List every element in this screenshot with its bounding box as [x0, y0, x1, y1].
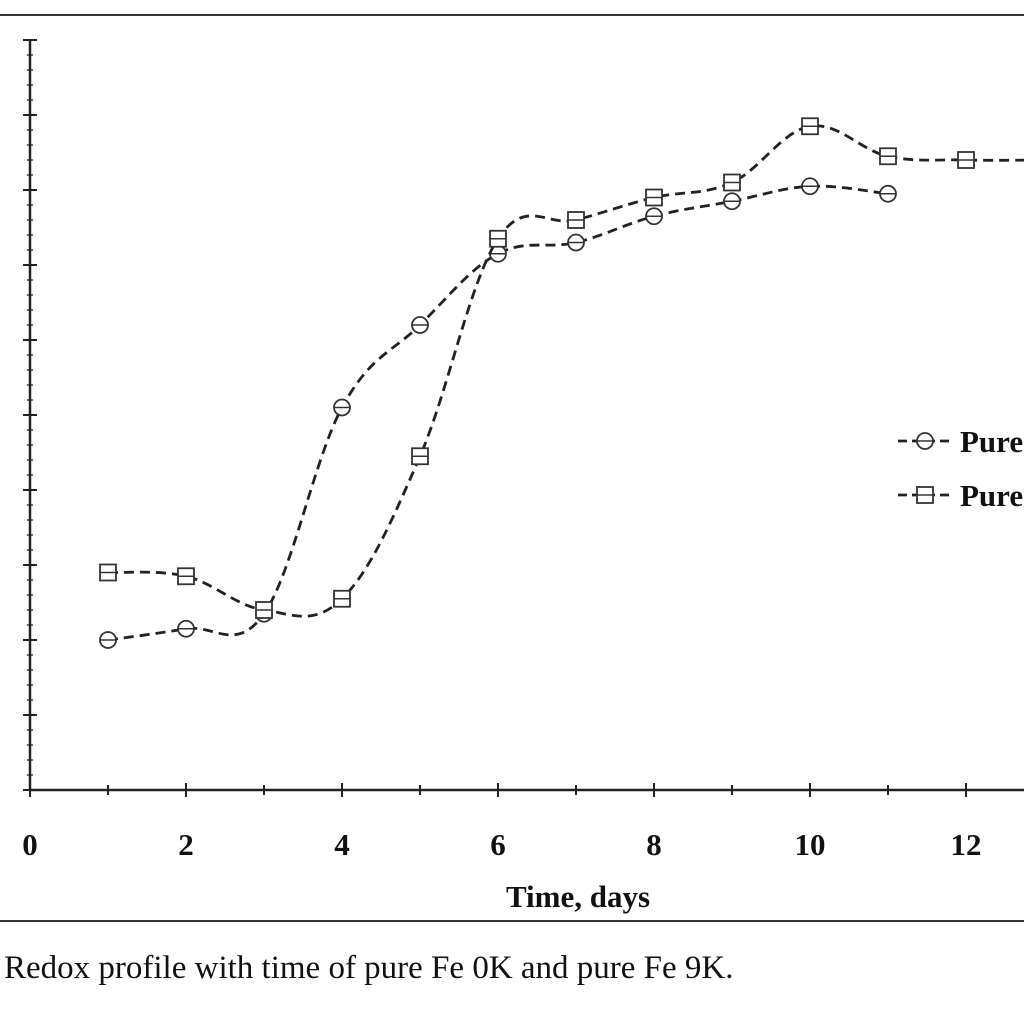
- x-tick-label: 12: [951, 827, 982, 862]
- y-axis: [23, 39, 37, 791]
- legend: Pure Pure: [898, 424, 1023, 513]
- legend-item-2: Pure: [898, 478, 1023, 513]
- x-tick-label: 6: [490, 827, 506, 862]
- series-1: [99, 177, 897, 649]
- x-tick-label: 4: [334, 827, 350, 862]
- x-tick-label: 10: [795, 827, 826, 862]
- x-axis: 0 2 4 6 8 10 12: [22, 783, 1024, 862]
- legend-label: Pure: [960, 478, 1023, 513]
- series-2: [99, 117, 1024, 619]
- series-layer: [99, 117, 1024, 649]
- figure-caption: Redox profile with time of pure Fe 0K an…: [4, 950, 734, 986]
- x-tick-label: 0: [22, 827, 38, 862]
- legend-label: Pure: [960, 424, 1023, 459]
- legend-item-1: Pure: [898, 424, 1023, 459]
- x-tick-label: 2: [178, 827, 194, 862]
- x-tick-label: 8: [646, 827, 662, 862]
- x-axis-label: Time, days: [506, 879, 650, 914]
